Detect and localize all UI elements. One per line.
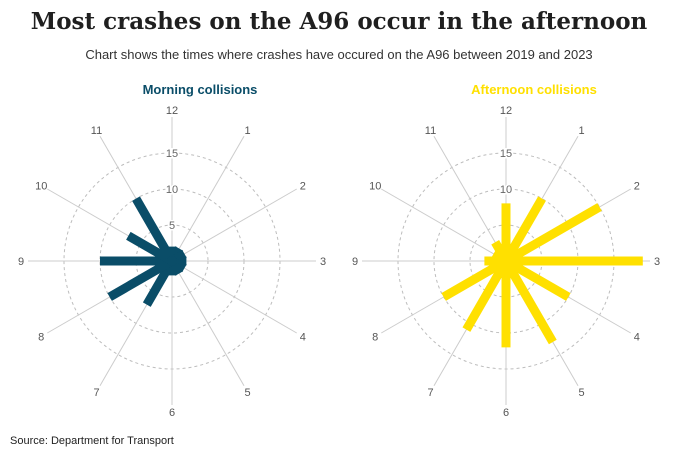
bar-7-oclock (462, 258, 510, 332)
hour-label: 12 (500, 105, 512, 117)
hour-label: 2 (634, 181, 640, 193)
radial-tick-label: 10 (500, 184, 512, 196)
spoke-line (171, 136, 245, 262)
hour-label: 4 (300, 332, 306, 344)
hour-label: 10 (35, 181, 47, 193)
chart-subtitle: Chart shows the times where crashes have… (85, 47, 593, 62)
bar-8-oclock (441, 257, 509, 301)
source-note: Source: Department for Transport (10, 435, 174, 447)
hour-label: 6 (503, 407, 509, 419)
bar-4-oclock (503, 257, 571, 301)
spoke-line (381, 188, 507, 262)
hour-label: 3 (320, 256, 326, 268)
bar-5-oclock (502, 258, 557, 345)
bar-8-oclock (107, 257, 175, 301)
hour-label: 7 (427, 387, 433, 399)
radial-tick-label: 15 (500, 148, 512, 160)
hour-label: 1 (244, 125, 250, 137)
hour-label: 5 (578, 387, 584, 399)
hour-label: 12 (166, 105, 178, 117)
hour-label: 8 (372, 332, 378, 344)
radial-tick-label: 10 (166, 184, 178, 196)
hour-label: 5 (244, 387, 250, 399)
spoke-line (433, 136, 507, 262)
bar-1-oclock (502, 196, 546, 264)
center-hub (167, 256, 177, 266)
center-hub (501, 256, 511, 266)
hour-label: 8 (38, 332, 44, 344)
radial-tick-label: 15 (166, 148, 178, 160)
hour-label: 6 (169, 407, 175, 419)
spoke-line (171, 260, 245, 386)
hour-label: 11 (425, 125, 436, 137)
hour-label: 10 (369, 181, 381, 193)
bar-11-oclock (132, 196, 176, 264)
radial-tick-label: 5 (169, 220, 175, 232)
panel-title: Afternoon collisions (471, 82, 597, 97)
hour-label: 3 (654, 256, 660, 268)
hour-label: 2 (300, 181, 306, 193)
hour-label: 7 (93, 387, 99, 399)
panel-title: Morning collisions (143, 82, 258, 97)
spoke-line (171, 260, 297, 334)
bar-2-oclock (503, 203, 602, 265)
hour-label: 9 (352, 256, 358, 268)
hour-label: 11 (91, 125, 102, 137)
hour-label: 1 (578, 125, 584, 137)
spoke-line (171, 188, 297, 262)
chart-title: Most crashes on the A96 occur in the aft… (30, 8, 648, 35)
hour-label: 4 (634, 332, 640, 344)
hour-label: 9 (18, 256, 24, 268)
